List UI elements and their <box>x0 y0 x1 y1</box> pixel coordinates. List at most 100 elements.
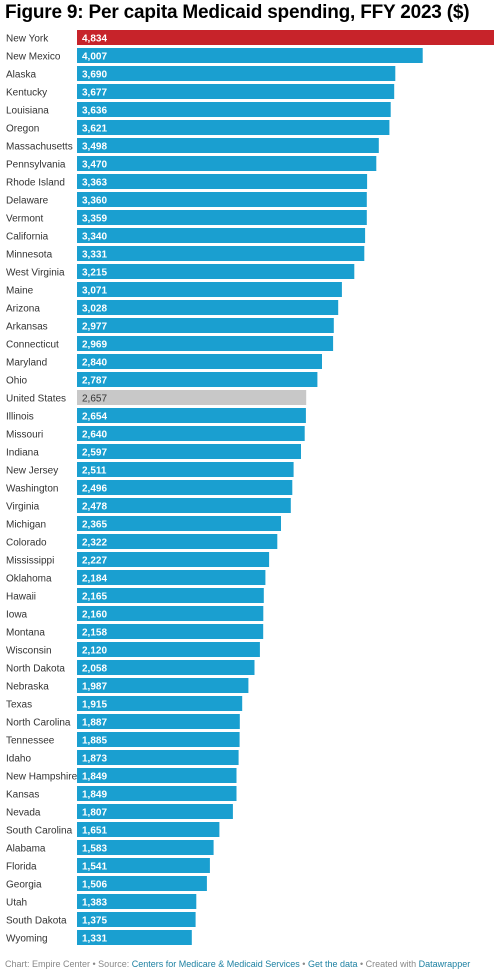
bar-west-virginia <box>77 264 355 279</box>
bar-chart: New York 4,834 New Mexico 4,007 Alaska 3,690 K… <box>6 30 494 945</box>
category-label-west-virginia: West Virginia <box>6 268 65 279</box>
value-label-arkansas: 2,977 <box>82 322 107 333</box>
value-label-new-hampshire: 1,849 <box>82 772 107 783</box>
value-label-rhode-island: 3,363 <box>82 178 107 189</box>
bar-new-york <box>77 30 494 45</box>
category-label-wyoming: Wyoming <box>6 934 48 945</box>
bar-wyoming <box>77 930 192 945</box>
bar-virginia <box>77 498 291 513</box>
chart-title: Figure 9: Per capita Medicaid spending, … <box>5 2 470 23</box>
value-label-north-carolina: 1,887 <box>82 718 107 729</box>
category-label-south-carolina: South Carolina <box>6 826 73 837</box>
bar-utah <box>77 894 197 909</box>
footer-credit: Chart: Empire Center • Source: <box>5 959 132 969</box>
bar-nebraska <box>77 678 249 693</box>
bar-georgia <box>77 876 207 891</box>
value-label-washington: 2,496 <box>82 484 107 495</box>
bar-north-dakota <box>77 660 255 675</box>
value-label-nevada: 1,807 <box>82 808 107 819</box>
category-label-delaware: Delaware <box>6 196 49 207</box>
bar-ohio <box>77 372 318 387</box>
value-label-idaho: 1,873 <box>82 754 107 765</box>
value-label-alaska: 3,690 <box>82 70 107 81</box>
get-data-link[interactable]: Get the data <box>307 959 358 969</box>
bar-kansas <box>77 786 237 801</box>
bar-kentucky <box>77 84 395 99</box>
value-label-utah: 1,383 <box>82 898 107 909</box>
value-label-maryland: 2,840 <box>82 358 107 369</box>
value-label-hawaii: 2,165 <box>82 592 107 603</box>
category-label-oklahoma: Oklahoma <box>6 574 52 585</box>
category-label-south-dakota: South Dakota <box>6 916 67 927</box>
value-label-maine: 3,071 <box>82 286 107 297</box>
value-label-arizona: 3,028 <box>82 304 107 315</box>
bar-new-jersey <box>77 462 294 477</box>
bar-louisiana <box>77 102 391 117</box>
value-label-missouri: 2,640 <box>82 430 107 441</box>
bar-california <box>77 228 366 243</box>
category-label-hawaii: Hawaii <box>6 592 36 603</box>
bar-michigan <box>77 516 281 531</box>
category-label-washington: Washington <box>6 484 58 495</box>
category-label-connecticut: Connecticut <box>6 340 59 351</box>
bar-arkansas <box>77 318 334 333</box>
category-label-north-carolina: North Carolina <box>6 718 71 729</box>
bar-florida <box>77 858 210 873</box>
footer-created-with: • Created with <box>357 959 419 969</box>
value-label-indiana: 2,597 <box>82 448 107 459</box>
category-label-vermont: Vermont <box>6 214 43 225</box>
value-label-virginia: 2,478 <box>82 502 107 513</box>
value-label-ohio: 2,787 <box>82 376 107 387</box>
category-label-maryland: Maryland <box>6 358 47 369</box>
bar-alabama <box>77 840 214 855</box>
source-link[interactable]: Centers for Medicare & Medicaid Services <box>131 959 300 969</box>
value-label-louisiana: 3,636 <box>82 106 107 117</box>
bar-tennessee <box>77 732 240 747</box>
bar-south-dakota <box>77 912 196 927</box>
category-label-arkansas: Arkansas <box>6 322 48 333</box>
bar-arizona <box>77 300 339 315</box>
category-label-united-states: United States <box>6 394 66 405</box>
category-label-new-mexico: New Mexico <box>6 52 61 63</box>
category-label-kentucky: Kentucky <box>6 88 47 99</box>
category-label-maine: Maine <box>6 286 34 297</box>
bar-washington <box>77 480 293 495</box>
value-label-new-york: 4,834 <box>82 34 107 45</box>
category-label-new-york: New York <box>6 34 49 45</box>
value-label-minnesota: 3,331 <box>82 250 107 261</box>
datawrapper-link[interactable]: Datawrapper <box>418 959 471 969</box>
value-label-texas: 1,915 <box>82 700 107 711</box>
value-label-pennsylvania: 3,470 <box>82 160 107 171</box>
value-label-tennessee: 1,885 <box>82 736 107 747</box>
category-label-ohio: Ohio <box>6 376 28 387</box>
bar-missouri <box>77 426 305 441</box>
value-label-montana: 2,158 <box>82 628 107 639</box>
category-label-arizona: Arizona <box>6 304 40 315</box>
category-label-louisiana: Louisiana <box>6 106 49 117</box>
value-label-california: 3,340 <box>82 232 107 243</box>
bar-new-mexico <box>77 48 423 63</box>
bar-indiana <box>77 444 301 459</box>
value-label-georgia: 1,506 <box>82 880 107 891</box>
value-label-west-virginia: 3,215 <box>82 268 107 279</box>
value-label-massachusetts: 3,498 <box>82 142 107 153</box>
bar-maryland <box>77 354 322 369</box>
bar-nevada <box>77 804 233 819</box>
bar-alaska <box>77 66 396 81</box>
bar-hawaii <box>77 588 264 603</box>
category-label-california: California <box>6 232 49 243</box>
category-label-colorado: Colorado <box>6 538 47 549</box>
bar-colorado <box>77 534 278 549</box>
category-label-michigan: Michigan <box>6 520 46 531</box>
value-label-iowa: 2,160 <box>82 610 107 621</box>
category-label-wisconsin: Wisconsin <box>6 646 52 657</box>
bar-texas <box>77 696 243 711</box>
value-label-oregon: 3,621 <box>82 124 107 135</box>
value-label-kentucky: 3,677 <box>82 88 107 99</box>
category-label-florida: Florida <box>6 862 37 873</box>
bar-pennsylvania <box>77 156 377 171</box>
bar-minnesota <box>77 246 365 261</box>
value-label-new-jersey: 2,511 <box>82 466 107 477</box>
value-label-wyoming: 1,331 <box>82 934 107 945</box>
value-label-mississippi: 2,227 <box>82 556 107 567</box>
